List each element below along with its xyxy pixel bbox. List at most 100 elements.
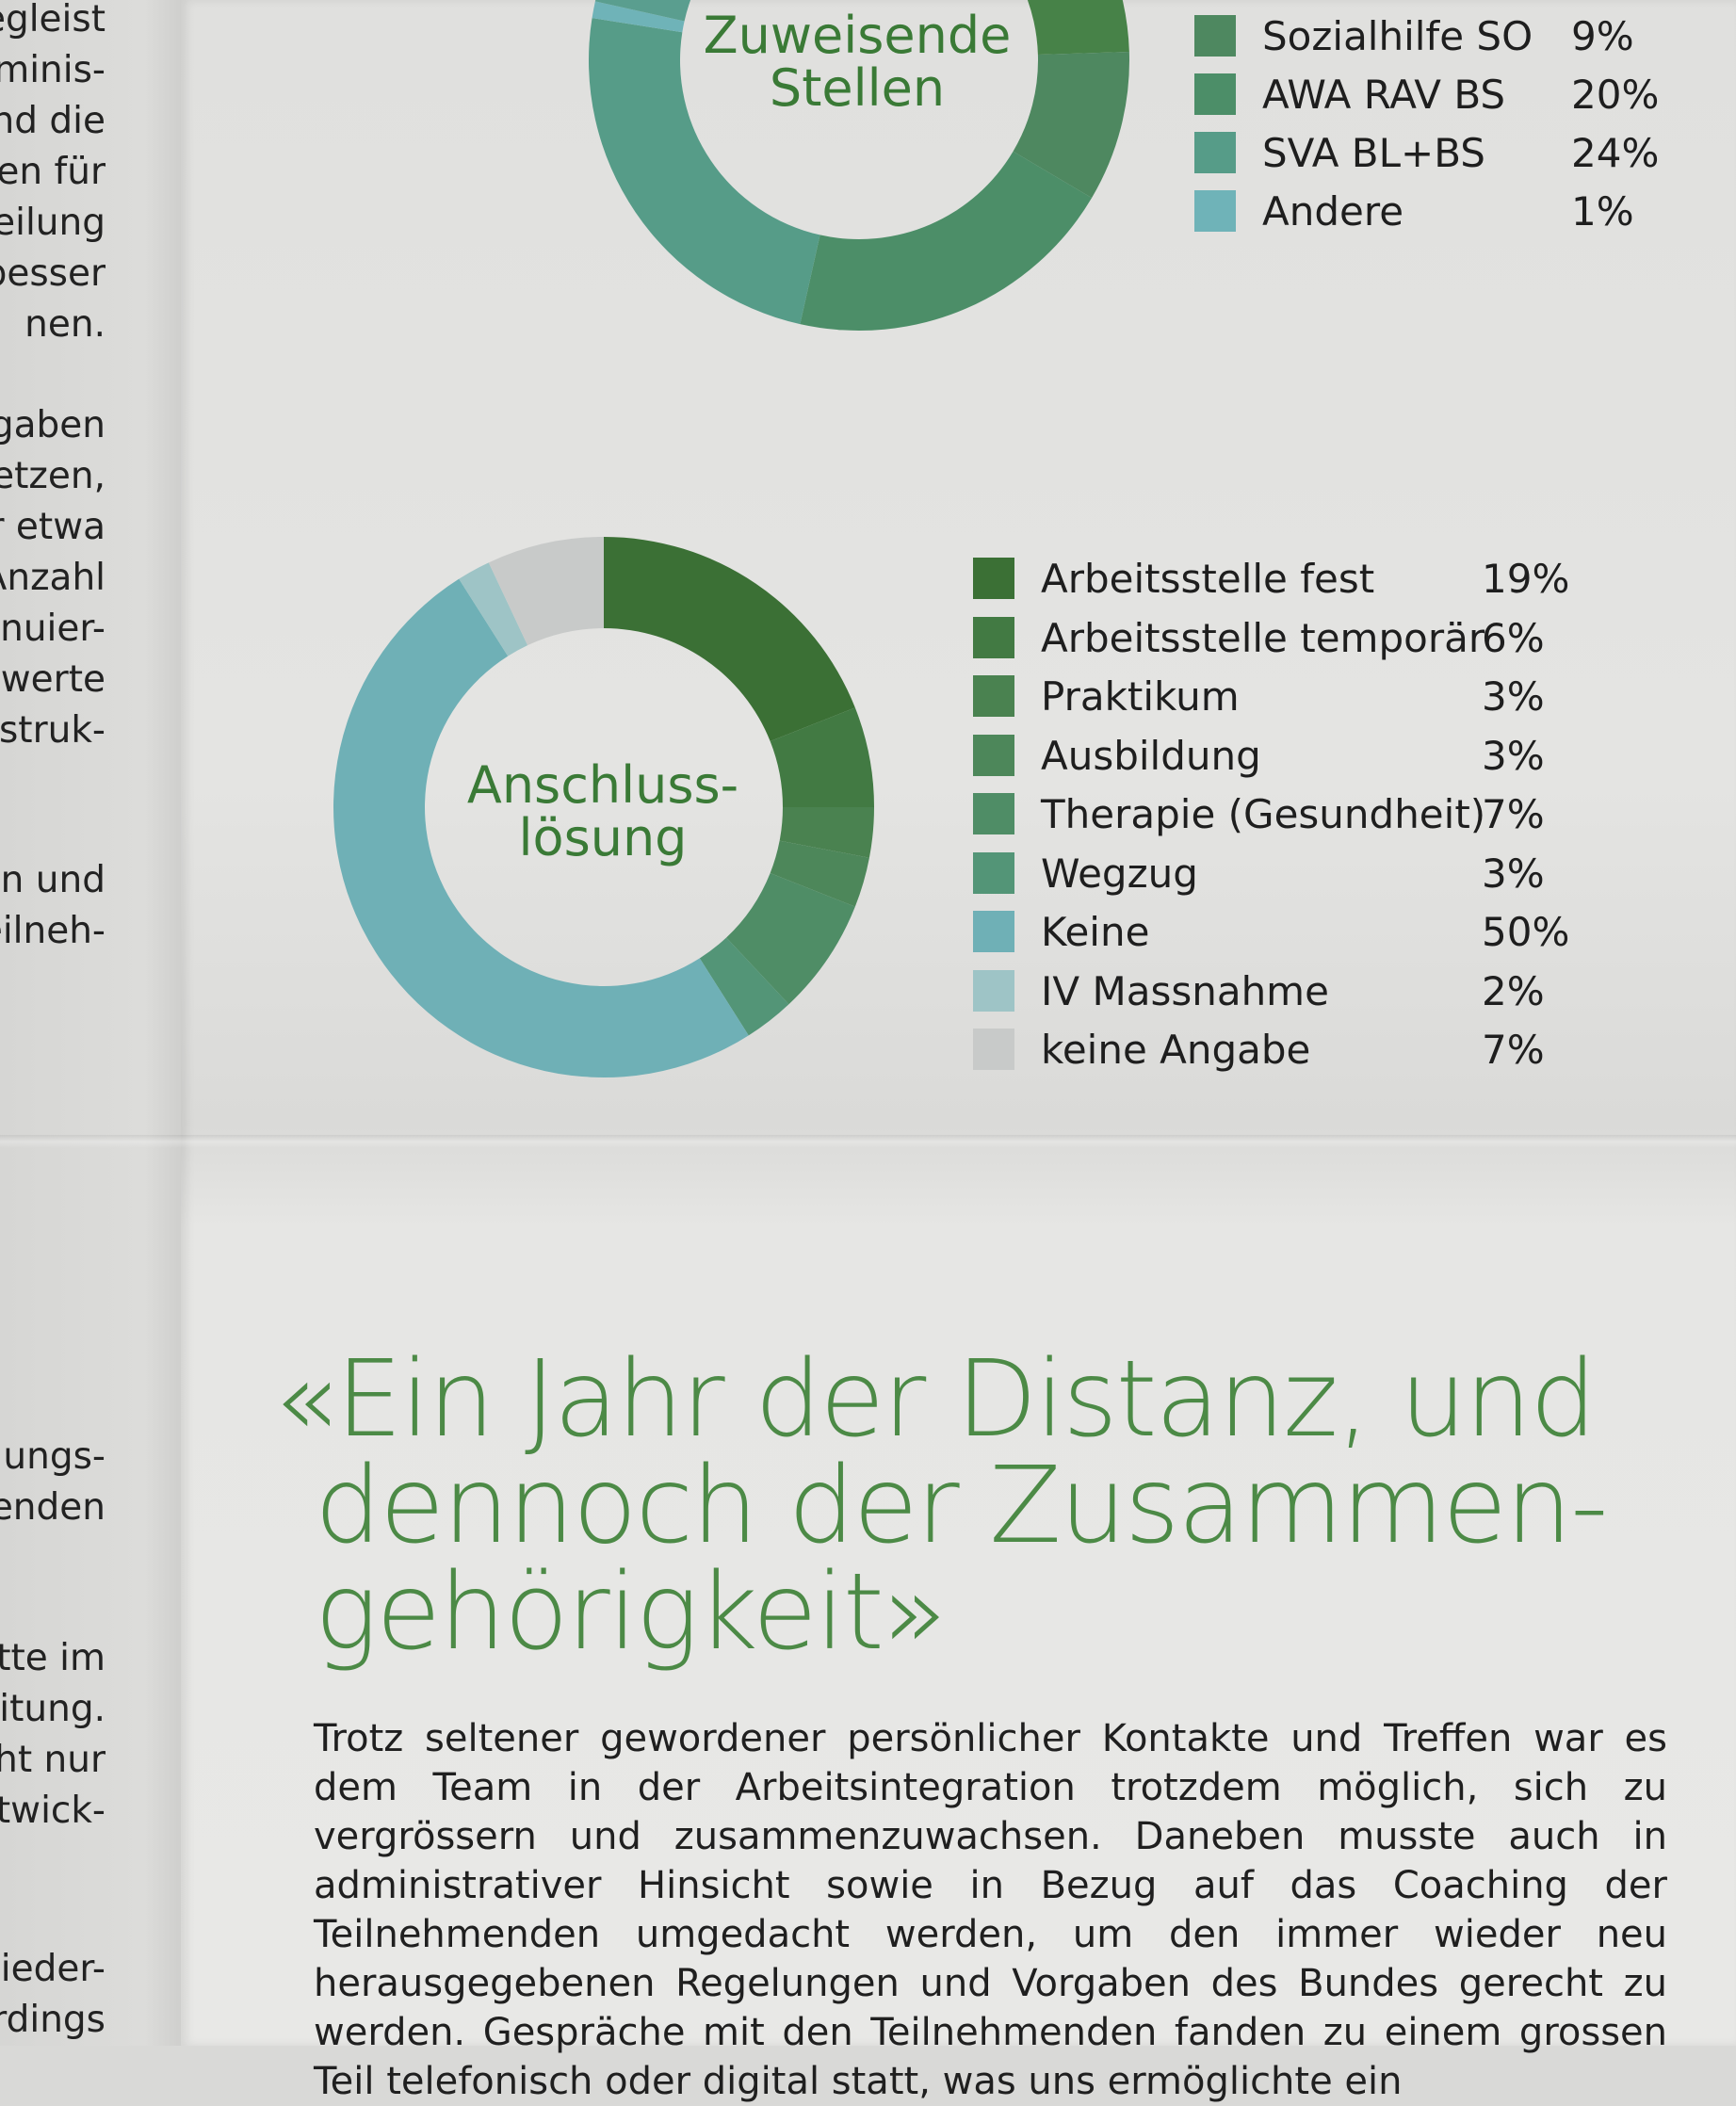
left-column-line: nwerte (0, 658, 105, 701)
legend-value: 50% (1482, 909, 1570, 955)
left-column-line: eitung. (0, 1688, 105, 1730)
quote-line-2: dennoch der Zusammen- (315, 1445, 1609, 1567)
legend-item: Praktikum 3% (973, 668, 1576, 726)
donut-chart-anschlussloesung (333, 537, 874, 1077)
donut-slice (699, 937, 789, 1036)
legend-value: 24% (1571, 130, 1660, 176)
legend-label: Praktikum (1041, 673, 1240, 720)
left-column-line: Teilneh- (0, 910, 105, 952)
donut-chart-zuweisende-stellen (588, 0, 1129, 332)
donut-slice (1027, 0, 1129, 56)
left-column-line: eilung (0, 202, 105, 244)
donut-slice (726, 872, 855, 1005)
donut-slice (779, 807, 874, 858)
legend-value: 7% (1482, 1027, 1545, 1073)
left-column-line: besser (0, 252, 105, 295)
legend-zuweisende-stellen: Sozialhilfe SO 9% AWA RAV BS 20% SVA BL+BS 24… (1194, 0, 1684, 245)
legend-value: 9% (1571, 13, 1634, 59)
legend-label: Arbeitsstelle temporär (1041, 614, 1485, 661)
left-column-line: egleist (0, 0, 105, 40)
donut-slice (588, 18, 820, 325)
main-page-sheet (181, 0, 1736, 2046)
legend-anschlussloesung: Arbeitsstelle fest 19% Arbeitsstelle tempo… (973, 550, 1576, 1096)
legend-item: Arbeitsstelle fest 19% (973, 550, 1576, 608)
legend-label: Therapie (Gesundheit) (1041, 791, 1486, 837)
legend-swatch (973, 969, 1014, 1012)
donut-slice (592, 1, 685, 33)
donut-slice (604, 537, 855, 742)
legend-swatch (973, 851, 1014, 894)
left-column-line: wieder- (0, 1948, 105, 1990)
left-column-line: gen für (0, 151, 105, 193)
donut-slice (1013, 51, 1129, 199)
legend-swatch (973, 911, 1014, 952)
donut-slice (770, 707, 874, 807)
left-column-line: ht nur (0, 1739, 105, 1781)
legend-swatch (1194, 190, 1236, 232)
legend-value: 7% (1482, 791, 1545, 837)
left-column-line: nd die (0, 100, 105, 142)
left-column-line: tte im (0, 1637, 105, 1679)
legend-label: keine Angabe (1041, 1027, 1311, 1073)
donut-center-line-2: Stellen (769, 58, 946, 118)
donut-center-line-1: Anschluss- (466, 755, 739, 815)
quote-line-1: «Ein Jahr der Distanz, und (273, 1338, 1597, 1461)
legend-item: SVA BL+BS 24% (1194, 124, 1684, 183)
left-column-line: tinuier- (0, 608, 105, 650)
legend-swatch (973, 1029, 1014, 1070)
legend-swatch (1194, 73, 1236, 115)
donut-center-label-anschluss: Anschluss- lösung (424, 759, 782, 865)
legend-swatch (973, 558, 1014, 599)
body-paragraph: Trotz seltener gewordener persönlicher K… (314, 1717, 1667, 2103)
legend-swatch (973, 616, 1014, 658)
legend-label: AWA RAV BS (1262, 72, 1506, 118)
legend-item: Therapie (Gesundheit) 7% (973, 786, 1576, 844)
legend-item: Sozialhilfe SO 9% (1194, 8, 1684, 66)
left-column-line: nstruk- (0, 709, 105, 752)
donut-slice (488, 537, 604, 646)
left-column-line: gaben (0, 404, 105, 446)
legend-label: Arbeitsstelle fest (1041, 556, 1375, 602)
legend-label: Keine (1041, 909, 1150, 955)
left-column-line: Anzahl (0, 557, 105, 599)
pull-quote: «Ein Jahr der Distanz, und dennoch der Z… (273, 1338, 1609, 1674)
legend-value: 2% (1482, 967, 1545, 1014)
legend-item: Arbeitsstelle temporär 6% (973, 609, 1576, 668)
left-column-line: nen. (24, 303, 105, 346)
legend-value: 3% (1482, 850, 1545, 897)
left-column-line: dminis- (0, 49, 105, 91)
donut-center-label-zuweisende: Zuweisende Stellen (678, 9, 1036, 115)
quote-line-3: gehörigkeit» (315, 1551, 947, 1674)
donut-slice (594, 0, 691, 22)
legend-value: 3% (1482, 732, 1545, 779)
legend-item: Andere 1% (1194, 183, 1684, 241)
left-column-line: r etwa (0, 506, 105, 548)
legend-swatch (973, 734, 1014, 776)
donut-slice (333, 578, 749, 1077)
left-column-line: rdings (0, 1999, 105, 2041)
legend-label: IV Massnahme (1041, 967, 1329, 1014)
paper-fold (0, 1135, 1736, 1148)
legend-swatch (973, 793, 1014, 834)
legend-item: AWA RAV BS 20% (1194, 66, 1684, 124)
legend-label: Ausbildung (1041, 732, 1261, 779)
left-column-line: setzen, (0, 455, 105, 497)
legend-item: Wegzug 3% (973, 845, 1576, 903)
legend-value: 1% (1571, 188, 1634, 235)
legend-item: Ausbildung 3% (973, 727, 1576, 786)
left-column-line: en und (0, 859, 105, 901)
left-column-line: ulungs- (0, 1435, 105, 1478)
legend-value: 20% (1571, 72, 1660, 118)
donut-slice (800, 151, 1093, 332)
donut-slice (770, 840, 869, 907)
legend-swatch (973, 675, 1014, 717)
legend-swatch (1194, 15, 1236, 57)
legend-item: Keine 50% (973, 903, 1576, 962)
legend-swatch (1194, 132, 1236, 173)
legend-label: SVA BL+BS (1262, 130, 1485, 176)
donut-center-line-2: lösung (518, 808, 688, 867)
legend-label: Sozialhilfe SO (1262, 13, 1533, 59)
left-column-line: enden (0, 1486, 105, 1529)
donut-center-line-1: Zuweisende (703, 6, 1012, 65)
legend-value: 19% (1482, 556, 1570, 602)
